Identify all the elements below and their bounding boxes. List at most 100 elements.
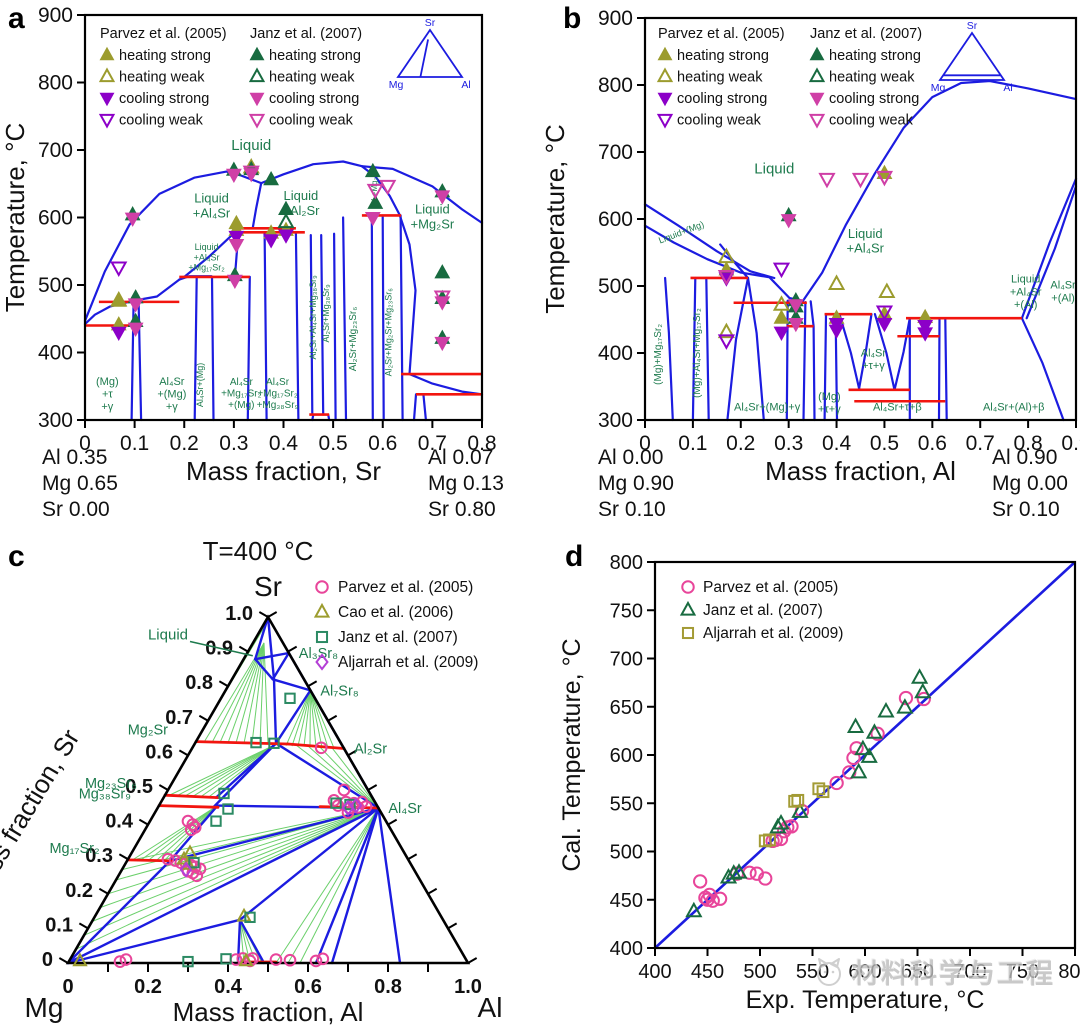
svg-text:600: 600 <box>848 961 881 983</box>
svg-text:Temperature, °C: Temperature, °C <box>0 123 30 313</box>
svg-text:Parvez et al. (2005): Parvez et al. (2005) <box>100 26 227 42</box>
svg-text:0.4: 0.4 <box>269 432 299 455</box>
svg-text:Liquid: Liquid <box>284 188 319 203</box>
svg-text:Mass fraction, Al: Mass fraction, Al <box>765 456 956 486</box>
svg-text:600: 600 <box>610 745 643 767</box>
svg-text:cooling strong: cooling strong <box>677 91 767 107</box>
svg-text:750: 750 <box>1006 961 1039 983</box>
svg-text:+τ+γ: +τ+γ <box>862 360 885 372</box>
svg-text:cooling strong: cooling strong <box>269 91 359 107</box>
svg-text:400: 400 <box>610 938 643 960</box>
svg-text:600: 600 <box>38 207 73 230</box>
svg-text:0.5: 0.5 <box>125 776 153 798</box>
svg-text:500: 500 <box>743 961 776 983</box>
svg-text:+Al₄Sr: +Al₄Sr <box>193 206 231 221</box>
svg-text:0.1: 0.1 <box>120 432 149 455</box>
svg-text:+(Al): +(Al) <box>1014 299 1038 311</box>
svg-text:Sr: Sr <box>967 20 978 32</box>
svg-text:Al: Al <box>461 79 470 91</box>
svg-text:0: 0 <box>79 432 91 455</box>
svg-text:0.7: 0.7 <box>418 432 447 455</box>
svg-text:Liquid: Liquid <box>195 242 219 252</box>
svg-text:(Mg)+Al₄Sr+Mg₁₇Sr₂: (Mg)+Al₄Sr+Mg₁₇Sr₂ <box>692 308 703 398</box>
svg-text:0.8: 0.8 <box>374 976 402 998</box>
svg-text:Mg₂Sr: Mg₂Sr <box>128 723 168 739</box>
svg-text:Liquid: Liquid <box>194 191 229 206</box>
svg-text:Sr 0.00: Sr 0.00 <box>42 498 110 521</box>
svg-text:heating weak: heating weak <box>829 70 915 86</box>
svg-text:Mg 0.13: Mg 0.13 <box>428 472 504 495</box>
svg-text:heating strong: heating strong <box>677 48 769 64</box>
svg-text:heating strong: heating strong <box>269 48 361 64</box>
svg-text:700: 700 <box>953 961 986 983</box>
svg-text:900: 900 <box>38 4 73 27</box>
svg-text:0: 0 <box>62 976 73 998</box>
svg-text:+Mg₁₇Sr₂: +Mg₁₇Sr₂ <box>257 388 298 399</box>
svg-text:Sr 0.10: Sr 0.10 <box>598 498 666 521</box>
svg-text:0.9: 0.9 <box>1061 432 1080 455</box>
svg-text:Al 0.07: Al 0.07 <box>428 446 493 469</box>
svg-text:Mg 0.65: Mg 0.65 <box>42 472 118 495</box>
svg-text:0.6: 0.6 <box>918 432 947 455</box>
svg-text:0.1: 0.1 <box>45 914 73 936</box>
svg-text:cooling weak: cooling weak <box>119 113 204 129</box>
svg-text:+Mg₂Sr: +Mg₂Sr <box>411 216 455 231</box>
svg-text:heating strong: heating strong <box>119 48 211 64</box>
svg-text:Aljarrah et al. (2009): Aljarrah et al. (2009) <box>703 625 843 642</box>
svg-text:heating weak: heating weak <box>677 70 763 86</box>
svg-text:0.2: 0.2 <box>134 976 162 998</box>
svg-text:300: 300 <box>38 409 73 432</box>
panel-a-letter: a <box>8 2 25 35</box>
svg-text:Parvez et al. (2005): Parvez et al. (2005) <box>658 26 785 42</box>
svg-text:Liquid+(Mg): Liquid+(Mg) <box>657 219 705 245</box>
svg-text:Al: Al <box>478 992 503 1023</box>
svg-text:+Mg₁₇Sr₂: +Mg₁₇Sr₂ <box>221 388 262 399</box>
svg-text:Mg: Mg <box>389 79 404 91</box>
panel-b-letter: b <box>563 2 582 35</box>
svg-text:+Mg₃₈Sr₉: +Mg₃₈Sr₉ <box>257 400 299 411</box>
svg-text:Parvez et al. (2005): Parvez et al. (2005) <box>338 579 473 596</box>
svg-text:(Mg)+Mg₁₇Sr₂: (Mg)+Mg₁₇Sr₂ <box>653 324 664 385</box>
svg-text:Al₄Sr+τ+β: Al₄Sr+τ+β <box>873 402 922 414</box>
svg-text:Aljarrah et al. (2009): Aljarrah et al. (2009) <box>338 654 478 671</box>
svg-text:Sr: Sr <box>425 17 436 29</box>
svg-text:700: 700 <box>610 649 643 671</box>
svg-text:Liquid: Liquid <box>1011 274 1040 286</box>
svg-text:0.4: 0.4 <box>214 976 243 998</box>
svg-text:800: 800 <box>1058 961 1080 983</box>
svg-text:Mg₁₇Sr₂: Mg₁₇Sr₂ <box>49 841 99 857</box>
svg-text:0.5: 0.5 <box>319 432 348 455</box>
svg-text:800: 800 <box>610 552 643 574</box>
svg-text:Al₂Sr+Mg₂₃Sr₆: Al₂Sr+Mg₂₃Sr₆ <box>348 307 359 372</box>
svg-text:0.3: 0.3 <box>774 432 803 455</box>
svg-text:Sr 0.80: Sr 0.80 <box>428 498 496 521</box>
svg-text:650: 650 <box>901 961 934 983</box>
svg-text:550: 550 <box>796 961 829 983</box>
svg-text:Janz et al. (2007): Janz et al. (2007) <box>810 26 922 42</box>
svg-text:0.6: 0.6 <box>145 741 173 763</box>
svg-text:Al₂Sr: Al₂Sr <box>354 741 387 757</box>
svg-text:450: 450 <box>691 961 724 983</box>
svg-text:750: 750 <box>610 600 643 622</box>
svg-text:900: 900 <box>598 7 633 30</box>
svg-text:Mg: Mg <box>25 992 64 1023</box>
svg-text:Janz et al. (2007): Janz et al. (2007) <box>338 629 458 646</box>
svg-text:Liquid: Liquid <box>231 137 271 154</box>
svg-text:0: 0 <box>42 949 53 971</box>
panel-b-isopleth-chart: Liquid Liquid+(Mg) Liquid +Al₄Sr Liquid +Al₄S… <box>540 0 1080 530</box>
svg-text:500: 500 <box>598 275 633 298</box>
svg-text:450: 450 <box>610 890 643 912</box>
svg-text:500: 500 <box>38 274 73 297</box>
svg-text:Mass fraction, Sr: Mass fraction, Sr <box>186 456 381 486</box>
svg-text:0.4: 0.4 <box>105 811 134 833</box>
svg-text:Al₂Sr+Al₄Sr+Mg₃₈Sr₉: Al₂Sr+Al₄Sr+Mg₃₈Sr₉ <box>308 275 318 360</box>
svg-text:Al₇Sr₈: Al₇Sr₈ <box>320 683 358 699</box>
svg-text:Sr 0.10: Sr 0.10 <box>992 498 1060 521</box>
svg-text:+γ: +γ <box>101 401 113 413</box>
svg-text:Mg₃₈Sr₉: Mg₃₈Sr₉ <box>79 787 131 803</box>
svg-text:heating weak: heating weak <box>119 70 205 86</box>
svg-text:Janz et al. (2007): Janz et al. (2007) <box>703 602 823 619</box>
svg-text:Mass fraction, Al: Mass fraction, Al <box>173 997 364 1027</box>
svg-text:700: 700 <box>38 139 73 162</box>
svg-text:0.6: 0.6 <box>368 432 397 455</box>
